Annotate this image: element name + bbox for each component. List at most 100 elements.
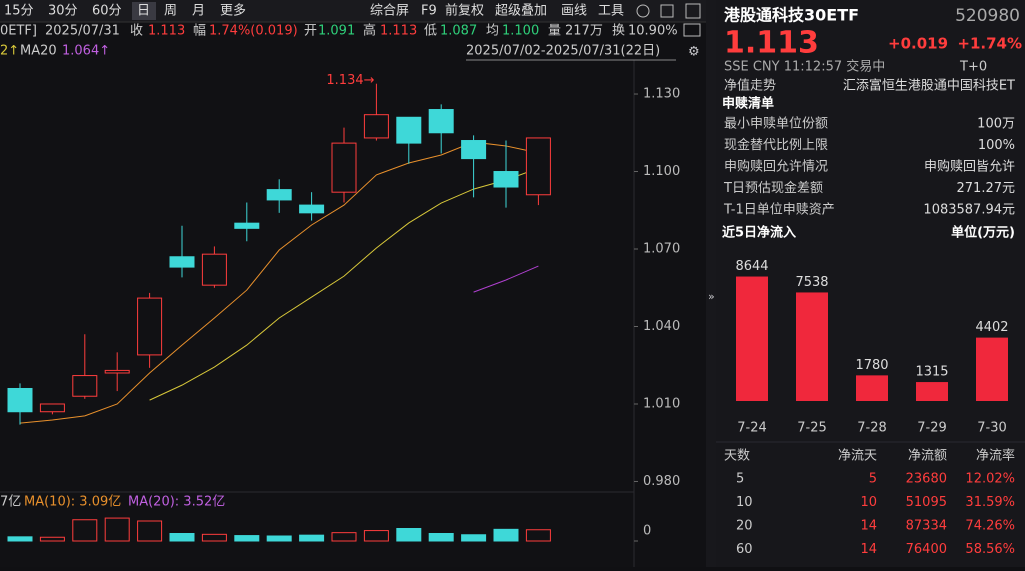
bar xyxy=(736,276,768,401)
volume-bar xyxy=(104,517,130,542)
label: T-1日单位申赎资产 xyxy=(723,203,835,218)
candle-body xyxy=(137,297,163,356)
ma-line xyxy=(473,265,539,293)
candle-body xyxy=(525,137,551,196)
volume-bar xyxy=(72,519,98,542)
volume-bar xyxy=(137,520,163,542)
label: 量 xyxy=(548,24,561,39)
period-tab[interactable]: 月 xyxy=(192,4,205,19)
label: +1.74% xyxy=(957,35,1022,53)
volume-bar xyxy=(396,528,422,542)
candle-body xyxy=(363,114,389,139)
tool-button[interactable]: 前复权 xyxy=(445,3,484,19)
label: 1.091 xyxy=(318,24,355,39)
period-tab[interactable]: 15分 xyxy=(4,4,34,19)
label: MA20 xyxy=(20,44,57,59)
label: 100% xyxy=(978,138,1015,153)
active-period xyxy=(132,2,156,20)
label: 申购赎回皆允许 xyxy=(924,159,1015,175)
x-tick-label: 7-30 xyxy=(977,421,1007,436)
settings-icon[interactable] xyxy=(636,4,650,18)
volume-bar xyxy=(7,536,33,542)
label: 申赎清单 xyxy=(722,96,774,112)
label: 31.59% xyxy=(965,495,1015,510)
period-tab[interactable]: 周 xyxy=(164,4,177,19)
label: 20 xyxy=(736,519,753,534)
label: 10 xyxy=(860,495,877,510)
bar xyxy=(916,382,948,401)
splitter xyxy=(706,0,716,567)
label: 2025/07/02-2025/07/31(22日) xyxy=(466,44,660,59)
label: +0.019 xyxy=(888,35,948,53)
label: 1.100 xyxy=(502,24,539,39)
label: 现金替代比例上限 xyxy=(724,137,828,153)
label: 74.26% xyxy=(965,519,1015,534)
tool-button[interactable]: 工具 xyxy=(598,4,624,19)
wp-icon[interactable] xyxy=(683,23,701,37)
label: T+0 xyxy=(959,60,987,75)
label: 申购赎回允许情况 xyxy=(724,159,828,175)
high-annotation: 1.134→ xyxy=(326,73,374,88)
y-tick-label: 1.100 xyxy=(643,164,680,179)
toolbar-bg xyxy=(0,0,706,22)
label: 14 xyxy=(860,519,877,534)
label: 换 xyxy=(612,24,625,39)
y-tick-label: 1.010 xyxy=(643,396,680,411)
tool-button[interactable]: 超级叠加 xyxy=(495,4,547,19)
label: 23680 xyxy=(906,472,947,487)
x-tick-label: 7-24 xyxy=(737,421,767,436)
y-tick-label: 1.040 xyxy=(643,319,680,334)
candle-body xyxy=(234,222,260,229)
label: 幅 xyxy=(193,24,206,39)
label: 2025/07/31 xyxy=(45,24,120,39)
tool-button[interactable]: 综合屏 xyxy=(370,4,409,19)
tool-button[interactable]: F9 xyxy=(421,4,437,19)
volume-bar xyxy=(461,534,487,542)
label: 60 xyxy=(736,542,753,557)
candle-body xyxy=(169,256,195,268)
label: 1.113 xyxy=(148,24,185,39)
bar xyxy=(796,292,828,401)
candle-body xyxy=(461,140,487,160)
label: MA(10): 3.09亿 xyxy=(24,495,121,510)
label: 520980 xyxy=(955,6,1020,26)
label: 10.90% xyxy=(628,24,678,39)
label: 76400 xyxy=(906,542,947,557)
label: 1.064↑ xyxy=(62,44,110,59)
wp-icon[interactable] xyxy=(685,3,701,19)
label: 0ETF] xyxy=(0,24,37,39)
label: 最小申赎单位份额 xyxy=(724,117,828,132)
window-icon[interactable] xyxy=(660,4,674,18)
tool-button[interactable]: 画线 xyxy=(561,4,587,19)
gear[interactable]: ⚙ xyxy=(688,45,700,60)
candle-body xyxy=(493,171,519,188)
period-tab[interactable]: 更多 xyxy=(220,3,246,19)
candle-body xyxy=(104,369,130,374)
value-label: 1315 xyxy=(915,365,948,380)
period-tab[interactable]: 60分 xyxy=(92,4,122,19)
label: 12.02% xyxy=(965,472,1015,487)
label: 2↑ xyxy=(0,44,19,59)
y-tick-label: 0.980 xyxy=(643,474,680,489)
label: 汇添富恒生港股通中国科技ET xyxy=(843,78,1015,94)
label: 87334 xyxy=(906,519,947,534)
label: 58.56% xyxy=(965,542,1015,557)
volume-bar xyxy=(234,535,260,542)
volume-bar xyxy=(493,528,519,542)
candle-body xyxy=(266,189,292,201)
y-tick-label: 1.070 xyxy=(643,242,680,257)
label: 单位(万元) xyxy=(951,225,1015,241)
candle-body xyxy=(331,142,357,193)
y-tick-label: 1.130 xyxy=(643,87,680,102)
label: 开 xyxy=(304,24,317,39)
label: 天数 xyxy=(724,449,750,464)
collapse[interactable]: » xyxy=(708,290,715,303)
label: 5 xyxy=(869,472,877,487)
left-panel xyxy=(0,0,706,567)
label: 港股通科技30ETF xyxy=(724,6,859,25)
label: 1.113 xyxy=(724,26,819,61)
period-tab[interactable]: 日 xyxy=(137,4,150,19)
link[interactable]: 净值走势 xyxy=(724,78,776,94)
period-tab[interactable]: 30分 xyxy=(48,4,78,19)
